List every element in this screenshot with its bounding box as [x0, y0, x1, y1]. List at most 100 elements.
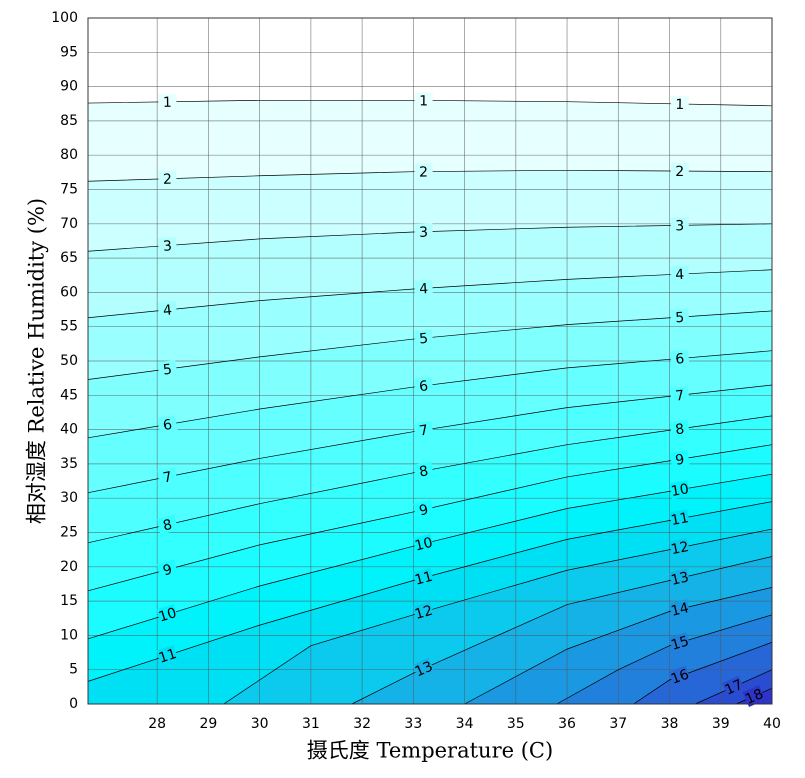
contour-label: 4	[675, 267, 685, 283]
contour-label: 14	[669, 600, 690, 620]
x-tick-label: 32	[353, 716, 371, 732]
contour-label-group: 4	[670, 265, 690, 283]
y-tick-label: 35	[60, 456, 78, 472]
y-axis-title: 相对湿度 Relative Humidity (%)	[25, 198, 49, 524]
contour-label-group: 3	[414, 223, 433, 241]
contour-line	[87, 473, 773, 640]
contour-label-group: 7	[669, 386, 690, 405]
y-tick-label: 60	[60, 284, 78, 300]
contour-label-group: 5	[413, 329, 434, 347]
contour-label-group: 18	[742, 685, 766, 708]
plot-frame	[87, 17, 773, 705]
contour-label: 7	[675, 388, 686, 405]
x-tick-label: 37	[609, 716, 627, 732]
contour-label-group: 8	[413, 461, 434, 481]
contour-line	[87, 415, 773, 544]
contour-label: 7	[418, 422, 429, 439]
contour-label-group: 6	[413, 376, 434, 395]
contour-label-bg	[412, 657, 436, 680]
x-tick-label: 35	[507, 716, 525, 732]
contour-line	[87, 384, 773, 494]
y-tick-label: 25	[60, 525, 78, 541]
contour-label-bg	[670, 349, 690, 368]
contour-label: 12	[670, 539, 691, 558]
contour-line	[464, 587, 773, 705]
contour-label-bg	[158, 170, 177, 188]
contour-label: 1	[419, 93, 428, 109]
contour-label: 11	[413, 569, 434, 589]
contour-label-group: 5	[157, 359, 178, 379]
contour-label: 7	[162, 469, 174, 486]
contour-label-group: 1	[670, 95, 689, 113]
y-tick-label: 100	[51, 10, 78, 26]
y-tick-label: 30	[60, 490, 78, 506]
contour-label-bg	[670, 265, 690, 283]
contour-label-group: 3	[157, 236, 177, 255]
x-axis-title: 摄氏度 Temperature (C)	[307, 739, 553, 763]
contour-label: 12	[413, 603, 435, 623]
contour-label-bg	[413, 420, 434, 440]
contour-label-bg	[669, 537, 691, 558]
contour-label-group: 8	[669, 419, 690, 438]
y-tick-label: 10	[60, 627, 78, 643]
contour-label: 4	[162, 302, 173, 319]
contour-label: 10	[670, 481, 690, 500]
contour-label-bg	[412, 533, 435, 554]
x-tick-label: 34	[456, 716, 474, 732]
contour-label-group: 13	[412, 657, 436, 681]
contour-line	[87, 310, 773, 380]
x-tick-label: 40	[763, 716, 781, 732]
x-tick-label: 30	[251, 716, 269, 732]
y-tick-label: 95	[60, 44, 78, 60]
contour-label-bg	[669, 509, 691, 529]
contour-label-bg	[722, 675, 746, 698]
contour-label-group: 1	[414, 92, 433, 109]
contour-label-group: 2	[670, 162, 689, 180]
contour-label-group: 9	[156, 559, 179, 580]
contour-label-bg	[157, 300, 178, 319]
y-tick-label: 45	[60, 387, 78, 403]
contour-label: 10	[413, 535, 434, 555]
contour-label: 10	[157, 605, 179, 626]
contour-label-group: 7	[157, 467, 178, 487]
contour-label-bg	[156, 514, 178, 535]
contour-label-group: 11	[669, 509, 690, 529]
y-tick-label: 85	[60, 113, 78, 129]
contour-label: 8	[674, 421, 685, 438]
contour-label: 8	[418, 463, 430, 480]
x-tick-label: 39	[712, 716, 730, 732]
contour-label: 15	[669, 633, 691, 653]
contour-label-bg	[414, 223, 433, 240]
contour-label-bg	[670, 162, 689, 180]
y-tick-label: 70	[60, 216, 78, 232]
contour-label-group: 6	[670, 349, 690, 368]
contour-label-bg	[742, 685, 766, 708]
contour-label: 13	[413, 659, 436, 681]
contour-label-group: 17	[722, 675, 746, 699]
contour-label-bg	[412, 601, 435, 623]
contour-label: 3	[675, 218, 684, 234]
contour-label-group: 6	[157, 415, 178, 434]
x-tick-label: 31	[302, 716, 320, 732]
contour-label-bg	[156, 559, 179, 580]
contour-label-group: 15	[668, 632, 691, 654]
contour-label-bg	[156, 644, 179, 666]
x-tick-label: 29	[199, 716, 217, 732]
contour-label-group: 14	[669, 599, 691, 620]
contour-label-group: 4	[414, 279, 434, 298]
contour-label: 9	[418, 502, 430, 520]
contour-label-bg	[669, 599, 691, 619]
contour-label-bg	[413, 329, 434, 347]
contour-label-bg	[668, 665, 691, 687]
contour-label: 6	[418, 378, 429, 395]
y-tick-label: 80	[60, 147, 78, 163]
contour-label-bg	[157, 236, 177, 255]
contour-label: 6	[162, 417, 174, 434]
contour-label-bg	[669, 480, 690, 500]
y-tick-label: 50	[60, 353, 78, 369]
y-tick-label: 65	[60, 250, 78, 266]
contour-label-group: 9	[413, 499, 435, 520]
contour-label-bg	[414, 92, 433, 109]
x-tick-label: 38	[661, 716, 679, 732]
